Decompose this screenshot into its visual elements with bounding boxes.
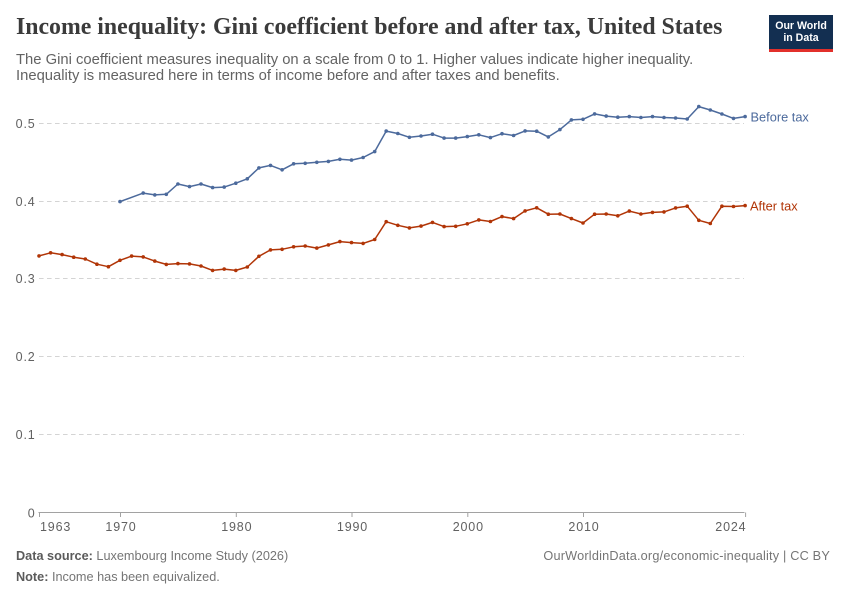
svg-text:After tax: After tax: [750, 199, 798, 214]
svg-text:1980: 1980: [221, 520, 252, 534]
svg-text:1970: 1970: [105, 520, 136, 534]
svg-text:1990: 1990: [337, 520, 368, 534]
svg-text:0: 0: [28, 507, 36, 521]
svg-text:0.5: 0.5: [16, 117, 36, 131]
svg-text:2024: 2024: [715, 520, 746, 534]
svg-text:1963: 1963: [40, 520, 71, 534]
svg-text:0.4: 0.4: [16, 195, 36, 209]
svg-text:0.1: 0.1: [16, 428, 36, 442]
svg-text:2010: 2010: [568, 520, 599, 534]
svg-text:0.3: 0.3: [16, 272, 36, 286]
svg-text:0.2: 0.2: [16, 350, 36, 364]
svg-text:2000: 2000: [453, 520, 484, 534]
svg-text:Before tax: Before tax: [751, 110, 810, 125]
